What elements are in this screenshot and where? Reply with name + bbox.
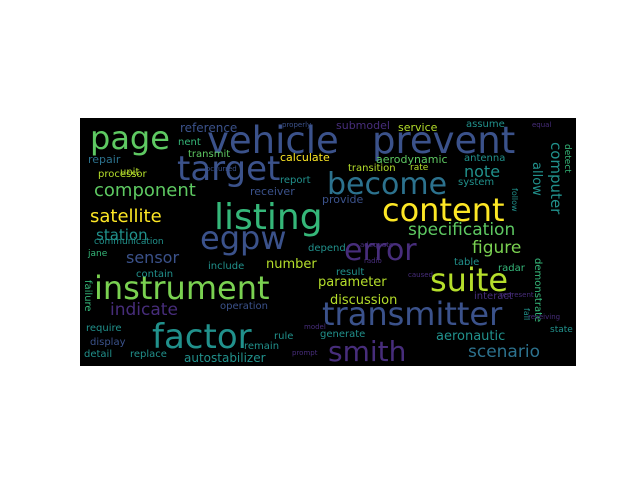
word: scenario xyxy=(468,342,540,362)
word: caused xyxy=(408,271,433,279)
word: component xyxy=(94,180,196,201)
word: display xyxy=(90,337,126,348)
word: station xyxy=(96,226,148,244)
word: content xyxy=(382,191,505,229)
word: service xyxy=(398,121,438,134)
word: rule xyxy=(274,331,294,342)
word: model xyxy=(304,323,326,331)
word: communication xyxy=(94,237,164,247)
word: suite xyxy=(430,261,509,299)
word: rate xyxy=(410,163,429,173)
word: report xyxy=(280,175,311,186)
word: unit xyxy=(120,167,140,178)
word: autostabilizer xyxy=(184,351,266,365)
word: remain xyxy=(244,341,280,352)
word: receiving xyxy=(528,313,561,321)
word: operation xyxy=(220,301,269,312)
word: occurred xyxy=(206,165,237,173)
word-cloud: vehicle prevent page target become conte… xyxy=(80,118,576,366)
word: aeronautic xyxy=(436,329,506,344)
word: become xyxy=(327,167,448,202)
word: repair xyxy=(88,153,121,166)
word: include xyxy=(208,261,245,272)
word: factor xyxy=(152,317,252,357)
word: page xyxy=(90,119,170,157)
word: represent xyxy=(500,291,534,299)
word: detect xyxy=(562,144,572,173)
word: calculate xyxy=(280,151,330,164)
word: system xyxy=(458,177,495,188)
word: provide xyxy=(322,193,364,206)
word: generate xyxy=(320,329,366,340)
word: nent xyxy=(178,137,201,148)
word: jane xyxy=(88,249,108,259)
word: contain xyxy=(136,269,174,280)
word: prompt xyxy=(292,349,318,357)
word: follow xyxy=(510,188,519,212)
word: radio xyxy=(364,257,382,265)
word: specification xyxy=(408,220,516,240)
word: processor xyxy=(98,169,147,180)
word: table xyxy=(454,257,480,268)
word: aerodynamic xyxy=(376,153,448,166)
word: indicate xyxy=(110,300,178,320)
word: assume xyxy=(466,119,505,130)
word: receiver xyxy=(250,185,295,198)
word: transmit xyxy=(188,149,231,160)
word: demonstrate xyxy=(532,258,543,323)
word: number xyxy=(266,257,317,272)
word: instrument xyxy=(94,269,270,307)
word: transmitter xyxy=(322,295,503,333)
word: submodel xyxy=(336,119,390,132)
word: antenna xyxy=(464,153,506,164)
word: replace xyxy=(130,349,167,360)
word: depend xyxy=(308,243,346,254)
word: transition xyxy=(348,163,396,174)
word: parameter xyxy=(318,275,387,290)
word: egpw xyxy=(200,219,287,257)
word: failure xyxy=(82,280,93,312)
word: radar xyxy=(498,263,525,274)
word: sensor xyxy=(126,248,180,267)
word: state xyxy=(550,325,573,335)
word: computer xyxy=(547,142,565,215)
word: note xyxy=(464,162,501,181)
word: figure xyxy=(472,238,522,258)
word: vehicle xyxy=(207,119,339,162)
word: require xyxy=(86,323,122,334)
word: interact xyxy=(474,291,513,302)
word: allow xyxy=(529,162,544,196)
word: satellite xyxy=(90,206,162,227)
word: fail xyxy=(522,308,531,321)
word: error xyxy=(344,233,417,268)
word: adequate xyxy=(360,241,394,249)
word: reference xyxy=(180,121,238,135)
word: result xyxy=(336,267,365,278)
word: properly xyxy=(282,121,312,129)
word: target xyxy=(177,149,281,189)
word: listing xyxy=(214,197,323,238)
word: detail xyxy=(84,349,113,360)
word: prevent xyxy=(372,119,516,162)
word: equal xyxy=(532,121,552,129)
word: discussion xyxy=(330,293,398,308)
word: smith xyxy=(328,335,407,366)
